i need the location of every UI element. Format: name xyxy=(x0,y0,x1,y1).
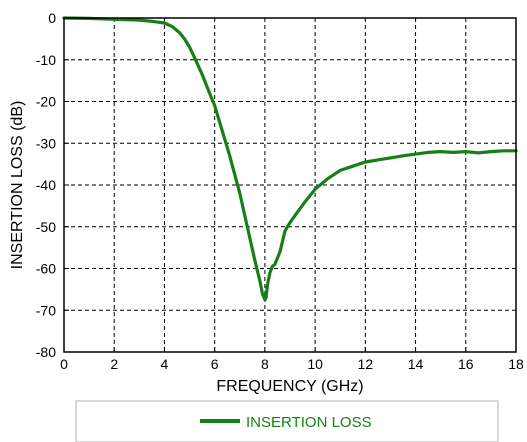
y-tick-labels: 0 -10 -20 -30 -40 -50 -60 -70 -80 xyxy=(36,10,56,360)
series-line-insertion-loss xyxy=(62,16,518,302)
x-tick-labels: 0 2 4 6 8 10 12 14 16 18 xyxy=(60,356,524,372)
y-tick-label: -60 xyxy=(36,261,56,277)
y-tick-label: -70 xyxy=(36,302,56,318)
x-tick-label: 2 xyxy=(110,356,118,372)
x-tick-label: 0 xyxy=(60,356,68,372)
x-tick-label: 4 xyxy=(161,356,169,372)
y-tick-label: -30 xyxy=(36,135,56,151)
x-tick-label: 8 xyxy=(261,356,269,372)
x-tick-label: 16 xyxy=(458,356,474,372)
x-tick-label: 10 xyxy=(307,356,323,372)
tick-marks xyxy=(63,17,517,353)
legend: INSERTION LOSS xyxy=(75,400,499,442)
x-tick-label: 14 xyxy=(408,356,424,372)
y-tick-label: -80 xyxy=(36,344,56,360)
y-tick-label: -40 xyxy=(36,177,56,193)
y-axis-title: INSERTION LOSS (dB) xyxy=(9,101,26,270)
series-layer xyxy=(62,16,518,302)
grid xyxy=(64,18,516,352)
x-axis-title: FREQUENCY (GHz) xyxy=(216,378,363,395)
x-tick-label: 12 xyxy=(358,356,374,372)
legend-label: INSERTION LOSS xyxy=(246,414,372,431)
y-tick-label: 0 xyxy=(48,10,56,26)
legend-box xyxy=(75,400,499,442)
y-tick-label: -10 xyxy=(36,52,56,68)
y-tick-label: -20 xyxy=(36,94,56,110)
y-tick-label: -50 xyxy=(36,219,56,235)
x-tick-label: 6 xyxy=(211,356,219,372)
x-tick-label: 18 xyxy=(508,356,524,372)
